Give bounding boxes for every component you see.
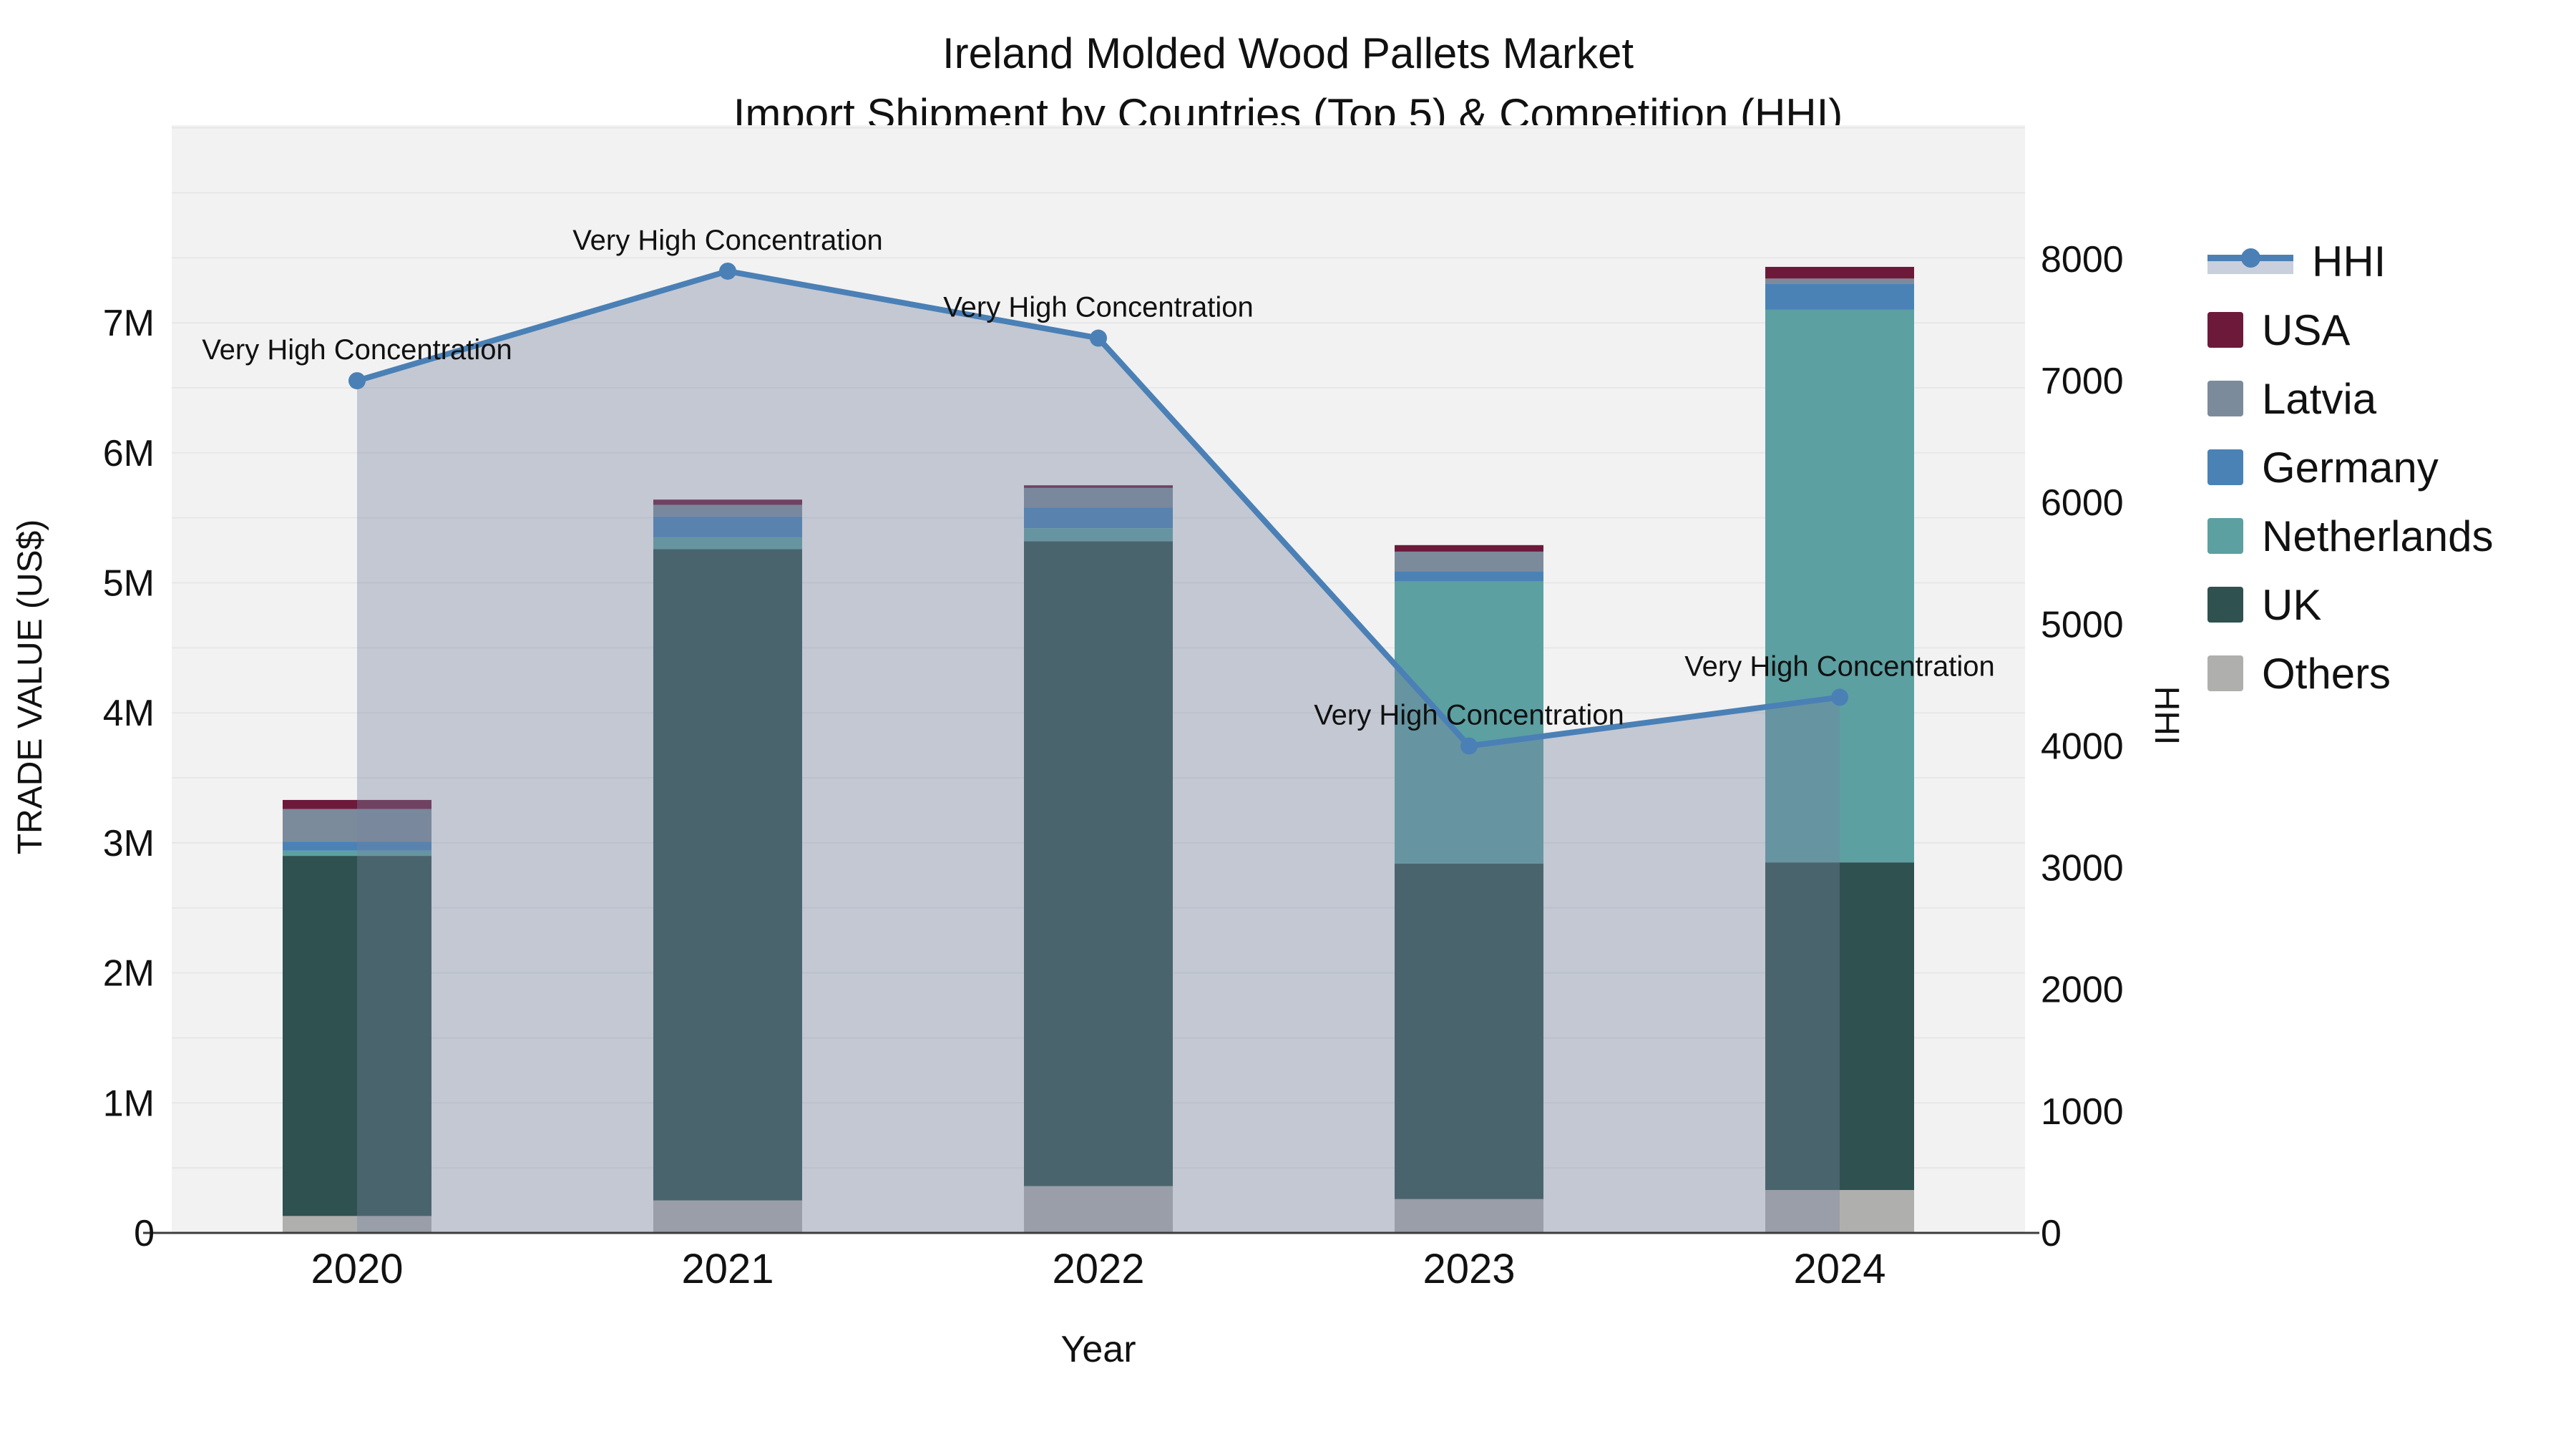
x-tick-2024: 2024 xyxy=(1793,1246,1885,1292)
bar-segment-2021-netherlands xyxy=(653,537,802,550)
y-right-tick-2000: 2000 xyxy=(2041,970,2124,1011)
legend-hhi-marker-dot xyxy=(2241,248,2260,268)
legend-hhi-line-icon xyxy=(2207,243,2293,279)
bar-segment-2024-latvia xyxy=(1765,278,1914,284)
bar-segment-2020-uk xyxy=(283,856,431,1216)
bar-segment-2022-germany xyxy=(1024,507,1173,529)
legend-item-others[interactable]: Others xyxy=(2207,649,2494,698)
bar-segment-2022-latvia xyxy=(1024,487,1173,508)
y-right-tick-1000: 1000 xyxy=(2041,1091,2124,1133)
bar-segment-2021-others xyxy=(653,1200,802,1233)
hhi-marker-2023 xyxy=(1460,737,1478,755)
legend-swatch-others xyxy=(2207,655,2243,691)
legend-label-germany: Germany xyxy=(2262,443,2439,492)
annotation-2020: Very High Concentration xyxy=(202,334,512,366)
y-right-tick-6000: 6000 xyxy=(2041,482,2124,524)
legend-label-latvia: Latvia xyxy=(2262,374,2377,423)
y-right-tick-3000: 3000 xyxy=(2041,848,2124,889)
x-tick-2023: 2023 xyxy=(1423,1246,1515,1292)
hhi-marker-2020 xyxy=(348,372,366,390)
y-left-tick-7M: 7M xyxy=(103,303,155,344)
legend-item-uk[interactable]: UK xyxy=(2207,580,2494,629)
bar-segment-2020-usa xyxy=(283,799,431,809)
y-axis-left-title: TRADE VALUE (US$) xyxy=(11,519,49,855)
hhi-marker-2021 xyxy=(719,262,736,280)
legend-item-usa[interactable]: USA xyxy=(2207,306,2494,354)
legend-swatch-germany xyxy=(2207,449,2243,485)
annotation-2022: Very High Concentration xyxy=(943,292,1254,323)
x-tick-2020: 2020 xyxy=(311,1246,403,1292)
bar-segment-2021-latvia xyxy=(653,504,802,517)
bar-segment-2024-usa xyxy=(1765,266,1914,279)
bar-segment-2023-latvia xyxy=(1395,551,1543,572)
legend-label-netherlands: Netherlands xyxy=(2262,512,2494,560)
hhi-area-fill xyxy=(357,270,1840,1233)
y-left-tick-5M: 5M xyxy=(103,563,155,605)
x-tick-2022: 2022 xyxy=(1052,1246,1144,1292)
hhi-marker-2022 xyxy=(1090,329,1107,347)
bar-segment-2021-usa xyxy=(653,499,802,505)
bar-segment-2020-others xyxy=(283,1216,431,1233)
bar-segment-2022-usa xyxy=(1024,485,1173,488)
bar-segment-2020-latvia xyxy=(283,809,431,842)
bar-segment-2023-netherlands xyxy=(1395,581,1543,864)
legend-swatch-latvia xyxy=(2207,381,2243,416)
hhi-marker-2024 xyxy=(1831,688,1848,706)
y-left-tick-3M: 3M xyxy=(103,823,155,864)
legend-swatch-usa xyxy=(2207,312,2243,348)
annotation-2024: Very High Concentration xyxy=(1684,650,1995,682)
chart-title-line1: Ireland Molded Wood Pallets Market xyxy=(942,29,1634,77)
annotation-2021: Very High Concentration xyxy=(572,225,883,256)
bar-segment-2024-netherlands xyxy=(1765,309,1914,863)
y-right-tick-8000: 8000 xyxy=(2041,239,2124,280)
bar-segment-2022-others xyxy=(1024,1186,1173,1233)
annotation-2023: Very High Concentration xyxy=(1314,699,1624,731)
bar-segment-2021-germany xyxy=(653,516,802,537)
legend-item-latvia[interactable]: Latvia xyxy=(2207,374,2494,423)
y-right-tick-0: 0 xyxy=(2041,1213,2062,1254)
y-left-tick-0: 0 xyxy=(134,1213,155,1254)
bar-segment-2024-others xyxy=(1765,1190,1914,1233)
y-right-tick-4000: 4000 xyxy=(2041,726,2124,767)
bar-segment-2024-uk xyxy=(1765,862,1914,1191)
y-left-tick-4M: 4M xyxy=(103,693,155,734)
y-right-tick-7000: 7000 xyxy=(2041,361,2124,402)
legend-swatch-netherlands xyxy=(2207,518,2243,554)
legend-item-hhi[interactable]: HHI xyxy=(2207,237,2494,286)
y-left-tick-2M: 2M xyxy=(103,953,155,995)
bar-segment-2023-uk xyxy=(1395,863,1543,1199)
y-right-tick-5000: 5000 xyxy=(2041,604,2124,645)
legend-label-uk: UK xyxy=(2262,580,2322,629)
legend-swatch-uk xyxy=(2207,587,2243,623)
legend: HHI USA Latvia Germany Netherlands UK Others xyxy=(2207,237,2494,698)
bar-segment-2022-uk xyxy=(1024,541,1173,1186)
bar-segment-2023-usa xyxy=(1395,545,1543,552)
legend-label-usa: USA xyxy=(2262,306,2351,354)
bar-segment-2023-germany xyxy=(1395,571,1543,582)
bar-segment-2023-others xyxy=(1395,1199,1543,1233)
bar-segment-2022-netherlands xyxy=(1024,528,1173,542)
legend-item-netherlands[interactable]: Netherlands xyxy=(2207,512,2494,560)
legend-label-hhi: HHI xyxy=(2312,237,2386,286)
legend-label-others: Others xyxy=(2262,649,2391,698)
y-left-tick-6M: 6M xyxy=(103,433,155,474)
y-left-tick-1M: 1M xyxy=(103,1083,155,1124)
x-axis-title: Year xyxy=(1060,1329,1136,1370)
bar-segment-2024-germany xyxy=(1765,283,1914,310)
legend-item-germany[interactable]: Germany xyxy=(2207,443,2494,492)
bar-segment-2021-uk xyxy=(653,549,802,1201)
y-axis-right-title: HHI xyxy=(2147,686,2185,746)
x-tick-2021: 2021 xyxy=(681,1246,774,1292)
bar-segment-2020-netherlands xyxy=(283,850,431,857)
bar-segment-2020-germany xyxy=(283,841,431,851)
